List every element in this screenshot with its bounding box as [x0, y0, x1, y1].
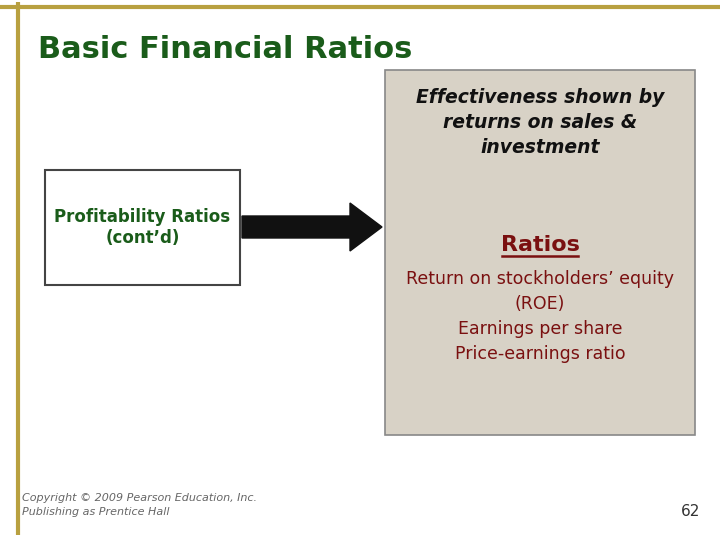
Text: Copyright © 2009 Pearson Education, Inc.
Publishing as Prentice Hall: Copyright © 2009 Pearson Education, Inc.… [22, 494, 257, 517]
Text: 62: 62 [680, 504, 700, 519]
FancyBboxPatch shape [45, 170, 240, 285]
Text: Effectiveness shown by
returns on sales &
investment: Effectiveness shown by returns on sales … [416, 88, 664, 157]
Text: Profitability Ratios
(cont’d): Profitability Ratios (cont’d) [55, 208, 230, 247]
Text: Basic Financial Ratios: Basic Financial Ratios [38, 35, 413, 64]
Text: Return on stockholders’ equity
(ROE)
Earnings per share
Price-earnings ratio: Return on stockholders’ equity (ROE) Ear… [406, 270, 674, 363]
FancyBboxPatch shape [385, 70, 695, 435]
FancyArrow shape [242, 203, 382, 251]
Text: Ratios: Ratios [500, 235, 580, 255]
